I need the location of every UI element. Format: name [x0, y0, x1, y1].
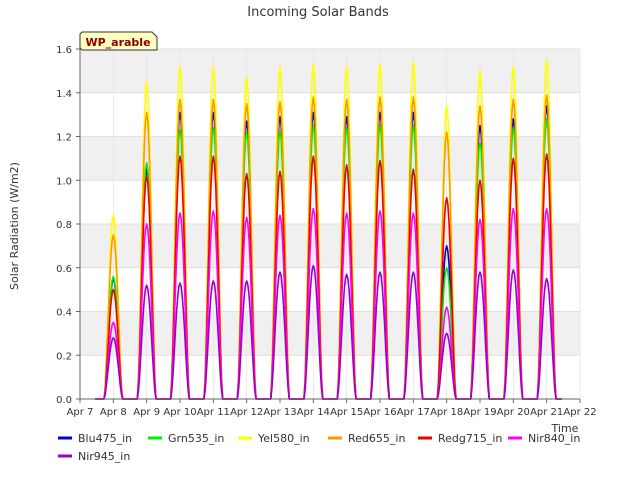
legend-label: Yel580_in [257, 432, 310, 445]
plot-band [80, 267, 580, 312]
y-tick-label: 0.0 [56, 395, 72, 406]
axes: 0.0 0.2 0.4 0.6 0.8 1.0 1.2 1.4 1.6 Apr 7 Apr 8 Apr… [56, 45, 597, 418]
x-tick-label: Apr 19 [463, 407, 496, 418]
plot-band [80, 355, 580, 399]
plot-band [80, 311, 580, 356]
legend-label: Blu475_in [78, 432, 132, 445]
plot-background-bands [80, 49, 580, 399]
x-tick-label: Apr 9 [133, 407, 160, 418]
y-tick-label: 1.6 [56, 45, 72, 56]
plot-band [80, 49, 580, 93]
legend-label: Red655_in [348, 432, 405, 445]
x-tick-label: Apr 20 [497, 407, 530, 418]
legend-label: Grn535_in [168, 432, 224, 445]
y-tick-label: 0.2 [56, 351, 72, 362]
station-label: WP_arable [85, 36, 150, 49]
station-label-box: WP_arable [79, 31, 158, 51]
plot-band [80, 224, 580, 268]
legend-label: Nir840_in [528, 432, 580, 445]
legend: Blu475_in Grn535_in Yel580_in Red655_in Redg… [58, 432, 580, 463]
x-tick-label: Apr 21 [530, 407, 563, 418]
y-tick-label: 1.0 [56, 176, 72, 187]
x-tick-label: Apr 15 [330, 407, 363, 418]
y-tick-label: 0.6 [56, 264, 72, 275]
y-tick-label: 0.8 [56, 220, 72, 231]
x-tick-label: Apr 8 [100, 407, 127, 418]
x-tick-label: Apr 16 [363, 407, 396, 418]
x-tick-label: Apr 10 [163, 407, 196, 418]
legend-label: Redg715_in [438, 432, 502, 445]
x-tick-label: Apr 14 [297, 407, 330, 418]
y-tick-label: 1.2 [56, 133, 72, 144]
x-tick-label: Apr 18 [430, 407, 463, 418]
chart-title: Incoming Solar Bands [247, 5, 389, 20]
plot-band [80, 136, 580, 181]
y-axis-label: Solar Radiation (W/m2) [8, 162, 21, 290]
y-tick-label: 0.4 [56, 308, 72, 319]
x-axis-label: Time [551, 422, 579, 435]
x-tick-label: Apr 12 [230, 407, 263, 418]
y-tick-label: 1.4 [56, 89, 72, 100]
x-tick-label: Apr 11 [197, 407, 230, 418]
x-tick-label: Apr 22 [563, 407, 596, 418]
x-tick-label: Apr 7 [67, 407, 94, 418]
x-tick-label: Apr 17 [397, 407, 430, 418]
x-tick-label: Apr 13 [263, 407, 296, 418]
plot-band [80, 180, 580, 224]
plot-band [80, 92, 580, 137]
legend-label: Nir945_in [78, 450, 130, 463]
